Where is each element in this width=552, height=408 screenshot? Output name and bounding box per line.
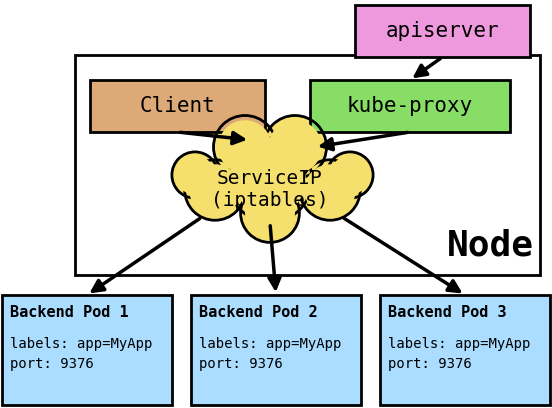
Circle shape — [185, 160, 245, 220]
Circle shape — [234, 144, 306, 216]
Circle shape — [263, 115, 326, 179]
Circle shape — [228, 138, 312, 222]
Text: port: 9376: port: 9376 — [199, 357, 283, 371]
Text: kube-proxy: kube-proxy — [347, 96, 473, 116]
Circle shape — [218, 120, 272, 174]
FancyBboxPatch shape — [355, 5, 530, 57]
FancyBboxPatch shape — [75, 55, 540, 275]
Text: port: 9376: port: 9376 — [388, 357, 472, 371]
Circle shape — [245, 188, 295, 238]
Circle shape — [304, 164, 355, 216]
Circle shape — [189, 164, 241, 216]
FancyBboxPatch shape — [380, 295, 550, 405]
Circle shape — [327, 152, 373, 198]
Text: Backend Pod 2: Backend Pod 2 — [199, 305, 317, 320]
FancyBboxPatch shape — [2, 295, 172, 405]
Text: port: 9376: port: 9376 — [10, 357, 94, 371]
Text: Node: Node — [447, 228, 533, 262]
Circle shape — [268, 120, 322, 174]
Circle shape — [330, 155, 370, 195]
Circle shape — [172, 152, 218, 198]
Circle shape — [241, 184, 299, 242]
Text: Client: Client — [140, 96, 215, 116]
Text: apiserver: apiserver — [386, 21, 500, 41]
FancyBboxPatch shape — [310, 80, 510, 132]
Circle shape — [300, 160, 360, 220]
Text: Backend Pod 3: Backend Pod 3 — [388, 305, 507, 320]
Text: ServiceIP
(iptables): ServiceIP (iptables) — [211, 169, 329, 211]
Circle shape — [214, 115, 277, 179]
Circle shape — [176, 155, 215, 195]
Text: labels: app=MyApp: labels: app=MyApp — [388, 337, 530, 351]
Text: labels: app=MyApp: labels: app=MyApp — [199, 337, 341, 351]
FancyBboxPatch shape — [191, 295, 361, 405]
Text: Backend Pod 1: Backend Pod 1 — [10, 305, 129, 320]
Text: labels: app=MyApp: labels: app=MyApp — [10, 337, 152, 351]
FancyBboxPatch shape — [90, 80, 265, 132]
